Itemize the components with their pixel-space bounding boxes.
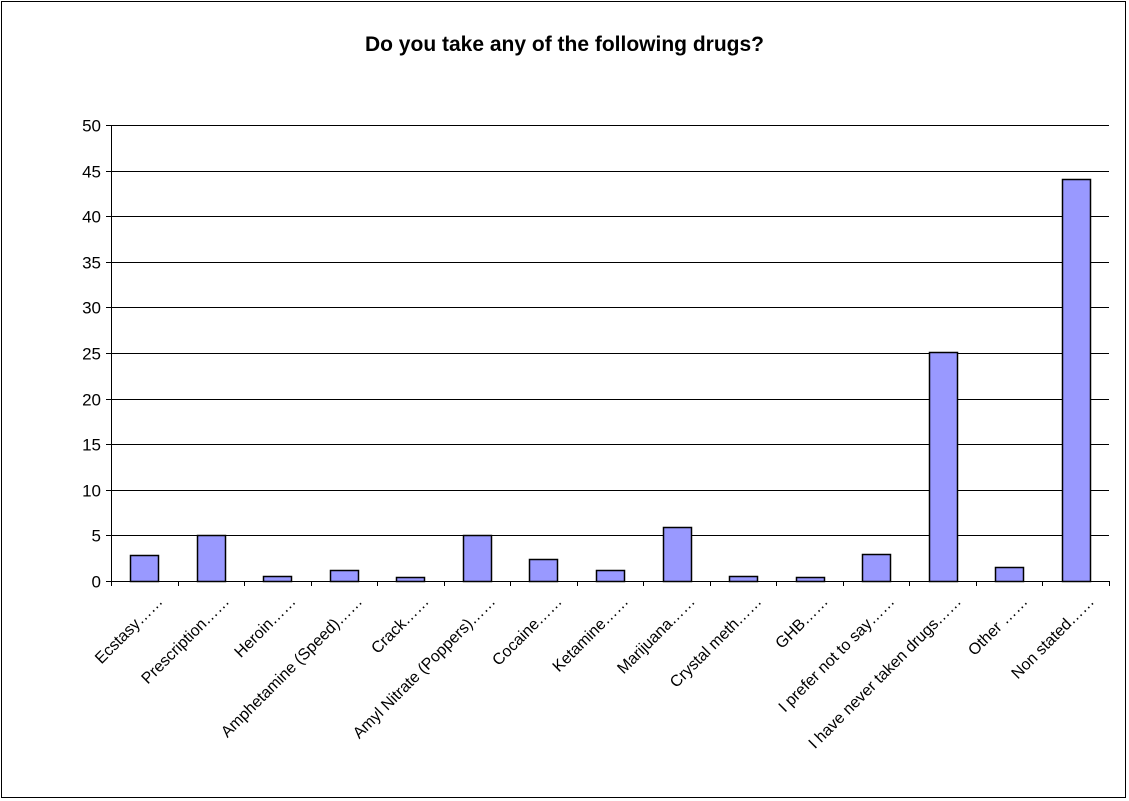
bar [462, 534, 493, 583]
x-axis [111, 581, 1110, 586]
grid-lines [111, 125, 1109, 536]
bar [329, 569, 360, 583]
x-category-label: Other …… [965, 593, 1031, 659]
chart-title: Do you take any of the following drugs? [364, 33, 764, 56]
x-category-label: Amphetamine (Speed)…… [218, 593, 366, 741]
bar [395, 576, 426, 583]
bar [528, 558, 559, 583]
bar [662, 526, 693, 583]
y-tick-label: 25 [82, 345, 101, 364]
y-tick-label: 45 [82, 163, 101, 182]
x-category-label: Crack…… [368, 593, 432, 657]
y-tick-label: 15 [82, 436, 101, 455]
bar [994, 566, 1025, 583]
x-axis-labels: Ecstasy……Prescription……Heroin……Amphetami… [92, 593, 1098, 752]
y-tick-label: 35 [82, 254, 101, 273]
y-tick-label: 10 [82, 482, 101, 501]
bar [928, 351, 959, 583]
bar [595, 569, 626, 583]
bar [129, 554, 160, 583]
bar [795, 576, 826, 583]
y-tick-label: 50 [82, 117, 101, 136]
x-category-label: Amyl Nitrate (Poppers)…… [350, 593, 499, 742]
x-category-label: I prefer not to say…… [776, 593, 899, 716]
y-tick-label: 30 [82, 299, 101, 318]
bar [1061, 178, 1092, 583]
x-category-label: GHB…… [773, 593, 832, 652]
bar [262, 575, 293, 583]
x-category-label: Ecstasy…… [92, 593, 166, 667]
x-category-label: Heroin…… [232, 593, 300, 661]
y-tick-label: 20 [82, 391, 101, 410]
bar [196, 534, 227, 583]
y-tick-label: 5 [92, 527, 101, 546]
bar [861, 553, 892, 583]
y-axis: 0 5 10 15 20 25 30 35 40 45 50 [82, 117, 112, 592]
y-tick-label: 0 [92, 573, 101, 592]
bars [129, 178, 1092, 583]
bar [728, 575, 759, 583]
y-tick-label: 40 [82, 208, 101, 227]
